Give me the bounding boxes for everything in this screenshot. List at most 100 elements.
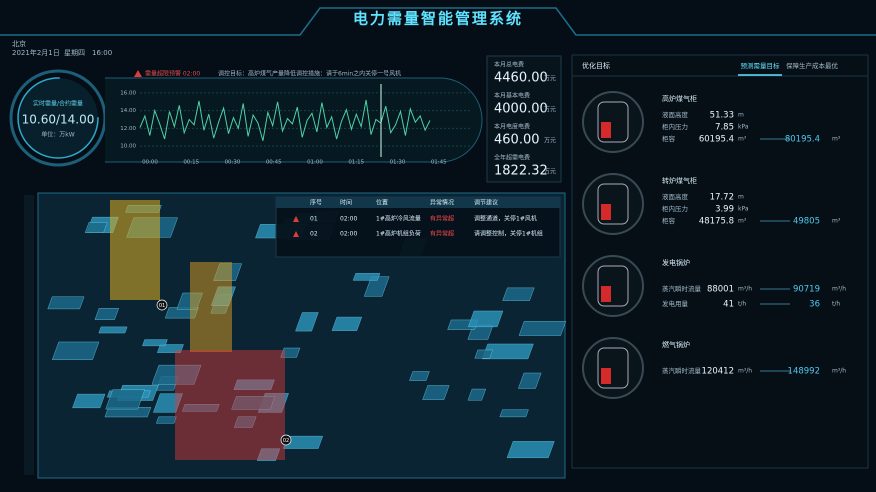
unit-icon-level	[601, 204, 611, 220]
row-label: 液面高度	[662, 192, 689, 201]
target-value: 49805	[793, 217, 820, 227]
building	[94, 308, 119, 320]
stat-label: 本月电度电费	[494, 123, 530, 131]
y-tick-label: 12.00	[120, 126, 136, 132]
gauge-label: 实时需量/合约需量	[33, 100, 83, 108]
stat-unit: 万元	[544, 138, 556, 145]
row-unit: m³/h	[738, 368, 752, 375]
row-unit: m	[738, 194, 744, 201]
x-tick-label: 00:00	[142, 160, 158, 166]
building	[182, 404, 220, 412]
stat-value: 4460.00	[494, 71, 548, 86]
building	[47, 296, 85, 310]
building	[256, 448, 281, 461]
row-unit: kPa	[738, 124, 749, 131]
zone-yellow	[190, 262, 232, 352]
row-label: 柜容	[662, 134, 676, 143]
building	[72, 393, 106, 409]
gauge-ring	[17, 77, 99, 159]
target-value: 80195.4	[785, 135, 820, 145]
alert-icon	[134, 70, 142, 77]
alarm-icon	[293, 231, 299, 237]
date: 2021年2月1日	[12, 48, 60, 57]
marker-label: 01	[159, 303, 165, 309]
alarm-cell: 调整通道，关停1#风机	[474, 215, 537, 223]
building	[474, 349, 493, 359]
alarm-cell: 02	[310, 231, 318, 238]
target-unit: m³/h	[832, 286, 846, 293]
building	[422, 385, 450, 400]
stat-label: 全年超需电费	[494, 154, 530, 162]
x-tick-label: 00:15	[183, 160, 199, 166]
alarm-icon	[293, 216, 299, 222]
target-value: 148992	[788, 367, 820, 377]
alarm-cell: 有异常超	[430, 215, 454, 223]
row-value: 7.85	[715, 123, 734, 133]
building	[157, 344, 184, 353]
unit-name: 转炉煤气柜	[662, 176, 697, 185]
alert-target: 调控目标：高炉煤气产量降低	[218, 70, 296, 78]
panel-tab[interactable]: 预测需量目标	[741, 61, 781, 70]
row-value: 48175.8	[699, 217, 734, 227]
x-tick-label: 01:00	[307, 160, 323, 166]
trend-line	[139, 99, 431, 141]
row-unit: t/h	[738, 301, 746, 308]
alert-measure: 调控措施：请于6min之内关停一号风机	[296, 70, 401, 78]
zone-yellow	[110, 200, 160, 300]
row-label: 柜容	[662, 216, 676, 225]
row-value: 17.72	[710, 193, 734, 203]
unit-icon-level	[601, 286, 611, 302]
row-unit: m³	[738, 218, 747, 225]
building	[98, 326, 128, 334]
panel-tab[interactable]: 保障生产成本最优	[786, 61, 839, 70]
panel-title: 优化目标	[582, 61, 610, 70]
unit-name: 高炉煤气柜	[662, 94, 697, 103]
column-header: 序号	[310, 199, 322, 207]
row-value: 51.33	[710, 111, 734, 121]
row-label: 柜内压力	[662, 204, 688, 213]
city: 北京	[12, 39, 26, 48]
building	[51, 341, 100, 360]
unit-icon-body	[597, 183, 629, 225]
alarm-header	[276, 197, 560, 208]
building	[518, 321, 567, 336]
row-value: 3.99	[715, 205, 734, 215]
stat-label: 本月基本电费	[494, 92, 530, 100]
unit-name: 燃气锅炉	[662, 340, 690, 349]
building	[84, 222, 108, 233]
unit-icon-body	[597, 101, 629, 143]
x-tick-label: 01:30	[390, 160, 406, 166]
column-header: 时间	[340, 199, 352, 207]
column-header: 位置	[376, 199, 388, 207]
zone-red	[175, 350, 285, 460]
page-title: 电力需量智能管理系统	[353, 10, 523, 28]
gauge-unit: 单位：万kW	[41, 131, 74, 139]
target-unit: m³	[832, 136, 841, 143]
map-marker	[156, 299, 168, 311]
y-tick-label: 16.00	[120, 90, 136, 96]
building	[233, 379, 275, 390]
alarm-cell: 01	[310, 216, 318, 223]
marker-label: 02	[283, 438, 289, 444]
building	[142, 339, 168, 347]
unit-icon-body	[597, 347, 629, 389]
row-value: 120412	[702, 367, 734, 377]
row-unit: m³	[738, 136, 747, 143]
alarm-cell: 请调整控制，关停1#机组	[474, 230, 543, 238]
alarm-cell: 1#高炉机组负荷	[376, 230, 421, 238]
building	[518, 372, 542, 389]
target-value: 36	[809, 300, 820, 310]
y-tick-label: 14.00	[120, 108, 136, 114]
target-unit: m³/h	[832, 368, 846, 375]
row-unit: m	[738, 112, 744, 119]
x-tick-label: 00:45	[266, 160, 282, 166]
building	[151, 364, 202, 385]
map-marker	[280, 434, 292, 446]
building	[499, 409, 529, 418]
unit-icon-ring	[582, 173, 644, 235]
weekday: 星期四	[64, 49, 85, 57]
alarm-cell: 有异常超	[430, 230, 454, 238]
row-value: 60195.4	[699, 135, 734, 145]
